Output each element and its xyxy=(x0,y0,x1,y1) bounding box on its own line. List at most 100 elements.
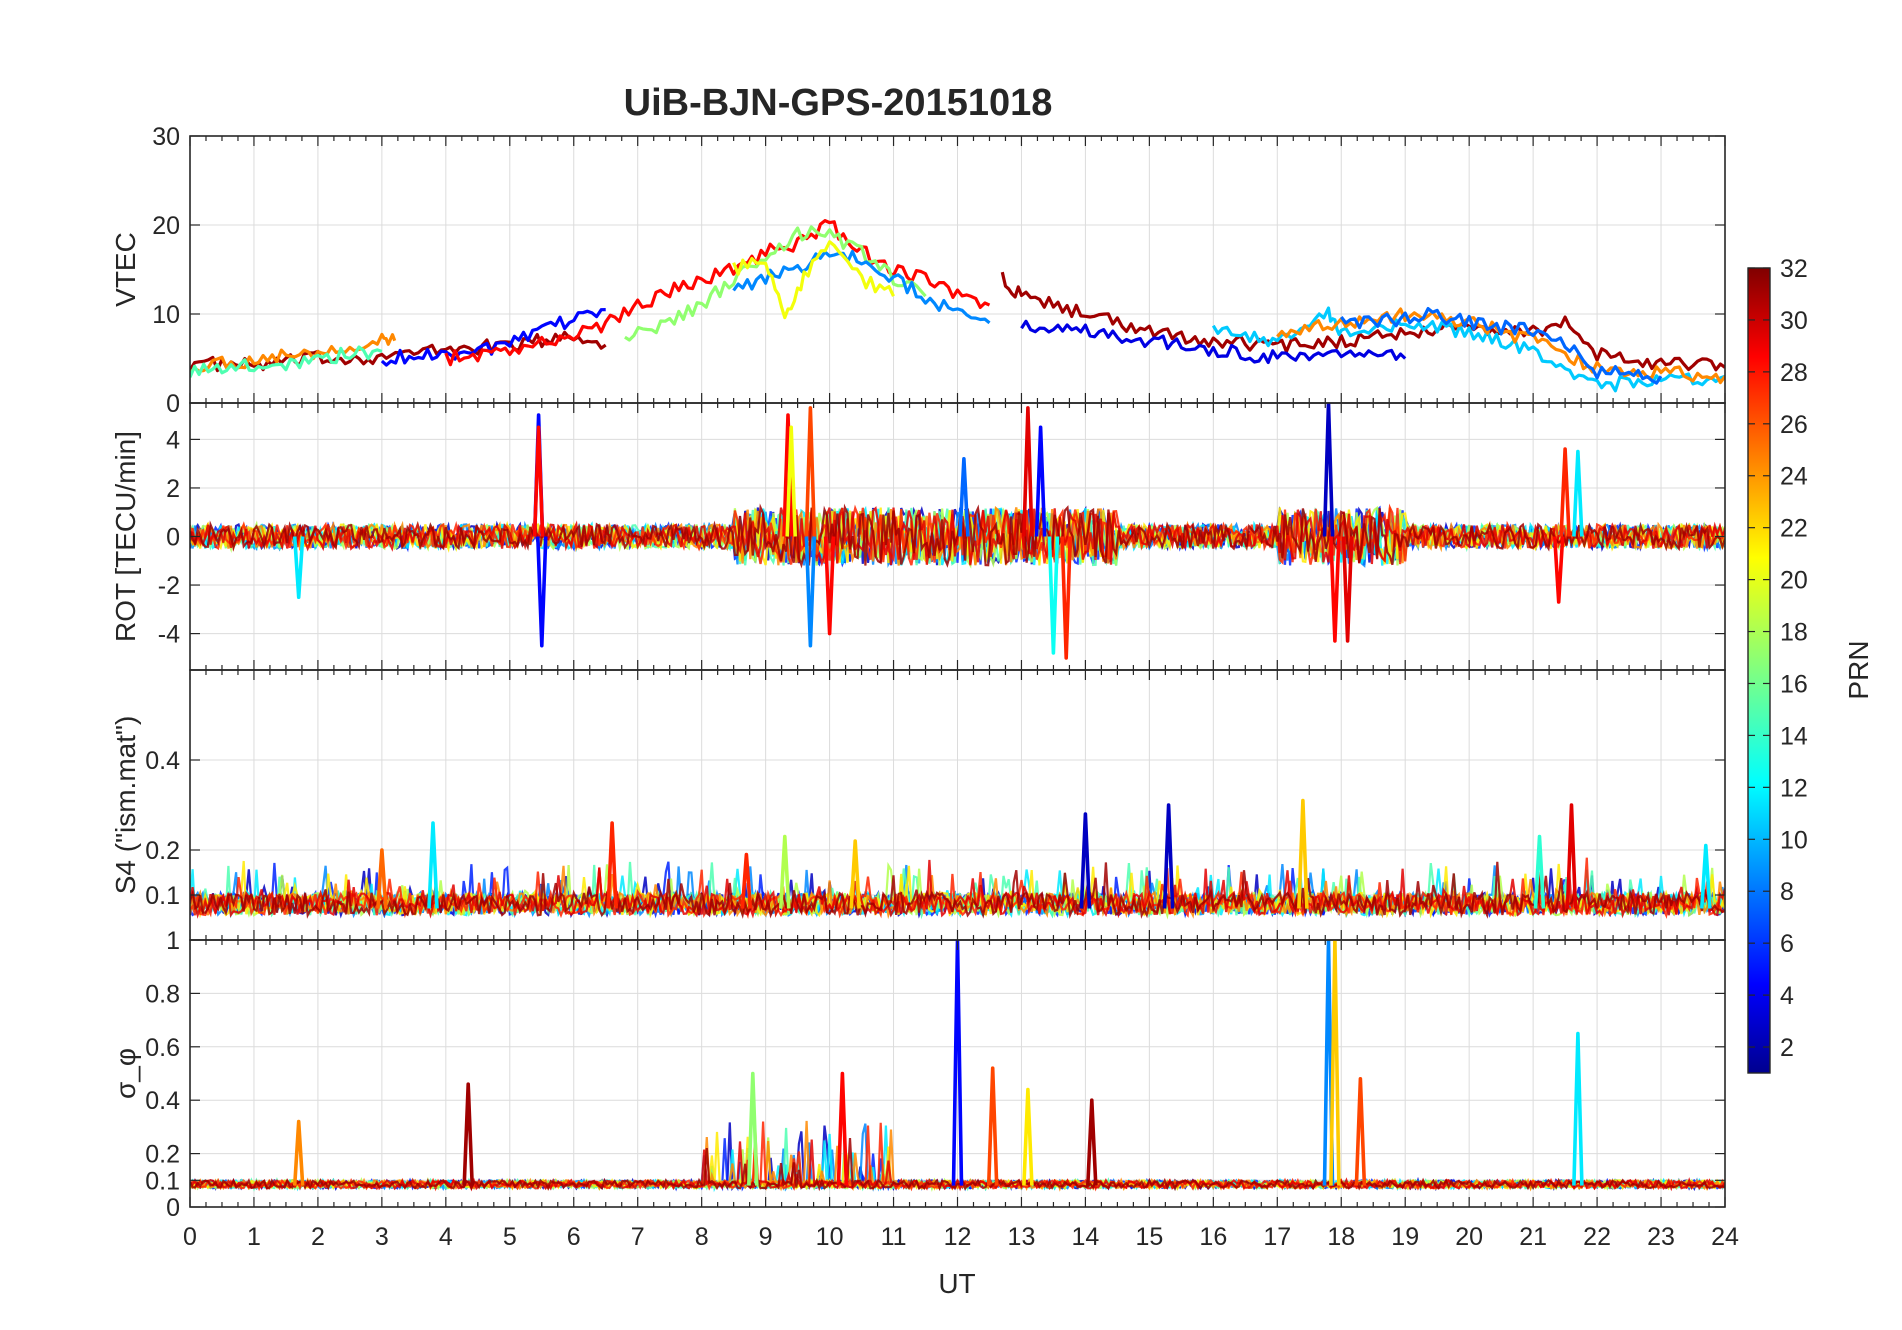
x-tick-label: 3 xyxy=(375,1223,389,1251)
colorbar-tick-label: 22 xyxy=(1780,515,1808,543)
x-tick-label: 9 xyxy=(759,1223,773,1251)
sigma_phi-spike-prn-5 xyxy=(951,940,964,1186)
sigma_phi-spike-prn-24 xyxy=(292,1119,305,1186)
s4-spike-prn-3 xyxy=(1079,812,1092,909)
s4-trace-prn-27 xyxy=(190,857,1725,919)
y-tick-label: 0.2 xyxy=(145,1141,180,1169)
colorbar-tick-label: 12 xyxy=(1780,774,1808,802)
s4-trace-prn-31 xyxy=(190,861,1725,920)
x-tick-label: 20 xyxy=(1455,1223,1483,1251)
rot-axis-label: ROT [TECU/min] xyxy=(110,431,141,642)
x-tick-label: 16 xyxy=(1199,1223,1227,1251)
x-axis-label: UT xyxy=(938,1268,975,1299)
colorbar-gradient xyxy=(1747,267,1771,1074)
s4-spike-prn-22 xyxy=(1297,798,1309,909)
y-tick-label: 0 xyxy=(166,1194,180,1222)
s4-spike-prn-27 xyxy=(740,852,753,909)
vtec-series-prn-9 xyxy=(732,249,991,325)
sigma-phi-panel: 00.10.2 0.4 0.6 0.8 1 σ_φ xyxy=(110,927,1726,1222)
s4-spike-prn-29 xyxy=(1565,803,1578,909)
rot-spike-prn-12 xyxy=(292,536,305,599)
s4-spike-prn-14 xyxy=(1533,834,1546,909)
vtec-series-prn-4 xyxy=(1020,319,1407,365)
y-tick-label: 4 xyxy=(166,426,180,454)
x-tick-label: 19 xyxy=(1391,1223,1419,1251)
data-layer xyxy=(190,403,1725,660)
data-layer xyxy=(190,798,1725,920)
colorbar-tick-label: 28 xyxy=(1780,359,1808,387)
s4-spike-prn-12 xyxy=(427,821,439,909)
rot-panel: -4 -2 0 2 4 ROT [TECU/min] xyxy=(110,402,1726,671)
x-tick-label: 1 xyxy=(247,1223,261,1251)
colorbar-tick-label: 8 xyxy=(1780,878,1794,906)
vtec-panel: 0 10 20 30 VTEC xyxy=(110,123,1726,418)
y-tick-label: 0.4 xyxy=(145,747,180,775)
s4-spike-prn-12 xyxy=(1700,843,1712,909)
colorbar-tick-label: 6 xyxy=(1780,930,1794,958)
y-tick-label: 20 xyxy=(152,212,180,240)
sigma_phi-spike-prn-21 xyxy=(1022,1087,1034,1186)
vtec-series-prn-24 xyxy=(190,332,397,375)
s4-panel: 0.1 0.2 0.4S4 ("ism.mat") xyxy=(110,669,1726,941)
vtec-series-prn-20 xyxy=(732,240,895,320)
vtec-series-prn-15 xyxy=(190,345,383,378)
rot-spike-prn-9 xyxy=(804,536,817,648)
sigma_phi-spike-prn-26 xyxy=(1354,1077,1367,1186)
y-tick-label: 0.6 xyxy=(145,1034,180,1062)
rot-spike-prn-3 xyxy=(1322,403,1335,537)
sigma_phi-axis-label: σ_φ xyxy=(110,1048,141,1099)
colorbar-tick-label: 16 xyxy=(1780,670,1808,698)
y-tick-label: 0.1 xyxy=(145,1167,180,1195)
x-tick-label: 15 xyxy=(1135,1223,1163,1251)
x-tick-label: 5 xyxy=(503,1223,517,1251)
x-tick-label: 10 xyxy=(816,1223,844,1251)
x-tick-label: 21 xyxy=(1519,1223,1547,1251)
x-tick-label: 7 xyxy=(631,1223,645,1251)
s4-trace-prn-24 xyxy=(190,865,1725,920)
colorbar-tick-label: 14 xyxy=(1780,722,1808,750)
data-layer xyxy=(190,940,1725,1193)
sigma_phi-spike-prn-31 xyxy=(1086,1098,1098,1186)
rot-spike-prn-27 xyxy=(1559,447,1571,537)
y-tick-label: 0.4 xyxy=(145,1087,180,1115)
rot-spike-prn-5 xyxy=(1034,425,1047,537)
y-tick-label: -4 xyxy=(158,621,180,649)
x-tick-label: 4 xyxy=(439,1223,453,1251)
sigma_phi-spike-prn-12 xyxy=(1572,1031,1584,1186)
vtec-series-prn-8 xyxy=(1340,307,1663,385)
chart-title: UiB-BJN-GPS-20151018 xyxy=(624,82,1053,124)
s4-spike-prn-18 xyxy=(779,834,791,909)
sigma_phi-spike-prn-28 xyxy=(836,1071,849,1186)
s4-spike-prn-3 xyxy=(1162,803,1175,909)
x-tick-label: 12 xyxy=(944,1223,972,1251)
data-layer xyxy=(190,219,1725,393)
y-tick-label: 10 xyxy=(152,301,180,329)
sigma_phi-spike-prn-26 xyxy=(986,1066,999,1186)
y-tick-label: 1 xyxy=(166,927,180,955)
rot-spike-prn-20 xyxy=(785,425,797,537)
rot-spike-prn-13 xyxy=(1047,536,1060,655)
sigma_phi-trace-prn-31 xyxy=(190,1138,1725,1192)
s4-axis-label: S4 ("ism.mat") xyxy=(110,716,141,895)
rot-spike-prn-28 xyxy=(782,413,794,537)
x-tick-label: 8 xyxy=(695,1223,709,1251)
x-axis: UT 0 1 2 3 4 5 6 7 8 9 10 11 12 13 14 15 16 17 18 19 20 21 22 2… xyxy=(183,1223,1739,1299)
s4-spike-prn-25 xyxy=(376,848,388,909)
y-tick-label: 0.8 xyxy=(145,980,180,1008)
y-tick-label: 0.2 xyxy=(145,837,180,865)
y-tick-label: 2 xyxy=(166,475,180,503)
colorbar-tick-label: 30 xyxy=(1780,307,1808,335)
rot-spike-prn-8 xyxy=(958,457,970,537)
rot-spike-prn-28 xyxy=(1552,536,1565,604)
x-tick-label: 6 xyxy=(567,1223,581,1251)
x-tick-label: 13 xyxy=(1008,1223,1036,1251)
colorbar-tick-label: 4 xyxy=(1780,982,1794,1010)
colorbar-label: PRN xyxy=(1843,640,1874,699)
colorbar-tick-label: 2 xyxy=(1780,1034,1794,1062)
rot-spike-prn-28 xyxy=(823,536,836,636)
colorbar-tick-label: 32 xyxy=(1780,255,1808,283)
rot-spike-prn-27 xyxy=(1060,536,1072,660)
rot-spike-prn-12 xyxy=(1572,449,1584,537)
